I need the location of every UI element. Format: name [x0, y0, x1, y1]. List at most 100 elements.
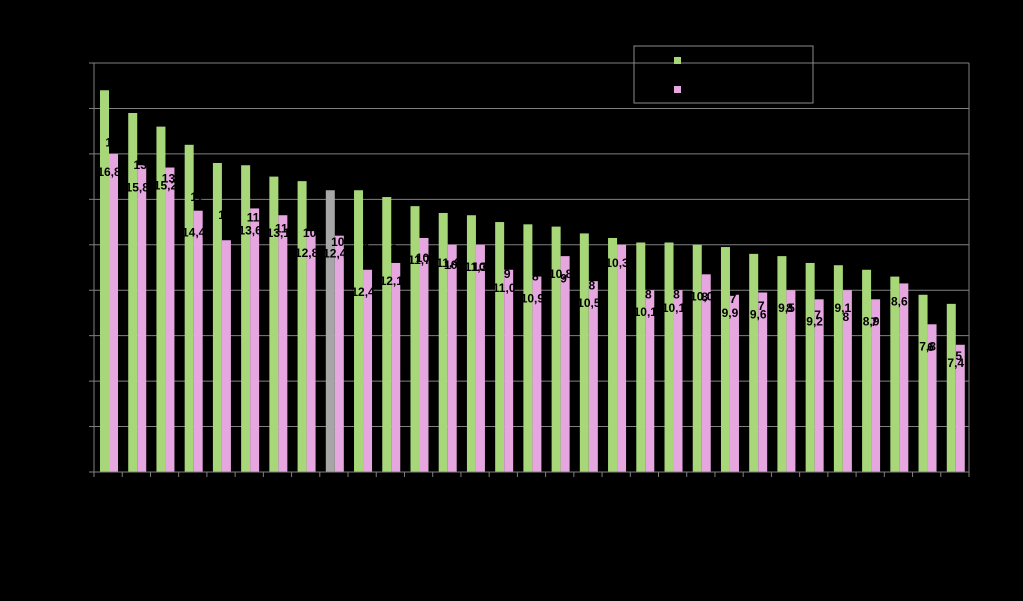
bar-series-1 [325, 190, 335, 472]
data-label-series-2: 8 [701, 290, 708, 304]
bar-series-1 [833, 265, 843, 472]
data-label-series-1: 10,8 [549, 267, 573, 281]
bar-series-1 [495, 222, 505, 472]
bar-series-1 [184, 144, 194, 473]
bar-series-1 [664, 242, 674, 472]
bar-series-2 [419, 237, 429, 472]
bar-series-2 [814, 299, 824, 472]
data-label-series-2: 6 [927, 340, 934, 354]
data-label-series-2: 9 [504, 267, 511, 281]
bar-series-2 [447, 244, 457, 472]
bar-series-1 [918, 294, 928, 472]
bar-series-2 [871, 299, 881, 472]
bar-series-1 [382, 197, 392, 473]
data-label-series-2: 10 [416, 251, 430, 265]
data-label-series-1: 15,2 [154, 179, 178, 193]
data-label-series-1: 9,2 [806, 314, 823, 328]
data-label-series-1: 11,7 [408, 253, 431, 267]
bar-series-2 [758, 292, 768, 472]
data-label-series-2: 11 [247, 210, 260, 224]
data-label-series-2: 5 [955, 349, 962, 363]
data-label-series-2: 8 [588, 278, 595, 292]
data-label-series-2: 13 [134, 158, 148, 172]
legend-swatch-series-1 [674, 57, 681, 64]
bar-series-2 [391, 262, 401, 472]
bar-series-1 [946, 303, 956, 472]
data-label-series-1: 14,4 [182, 226, 206, 240]
bar-series-1 [523, 224, 533, 472]
data-label-series-2: 8 [645, 288, 652, 302]
data-label-series-2: 10 [218, 208, 232, 222]
bar-series-1 [466, 215, 476, 472]
data-label-series-1: 11,3 [465, 260, 488, 274]
axes [89, 62, 970, 477]
data-label-series-2: 13 [162, 172, 176, 186]
bar-series-2 [137, 165, 147, 472]
data-label-series-1: 10,0 [690, 289, 714, 303]
data-label-series-1: 9,6 [750, 307, 767, 321]
bar-series-1 [156, 126, 166, 472]
bar-series-1 [777, 256, 787, 472]
bar-series-2 [955, 344, 965, 472]
bars [100, 90, 965, 473]
data-label-series-2: 10 [472, 260, 486, 274]
bar-series-1 [805, 262, 815, 472]
bar-series-1 [749, 253, 759, 472]
data-label-series-1: 11,0 [493, 281, 516, 295]
bar-series-2 [109, 153, 118, 472]
bar-series-2 [701, 274, 711, 472]
data-label-series-1: 7,4 [947, 356, 964, 370]
bar-series-2 [560, 256, 570, 472]
bar-series-1 [297, 181, 307, 472]
data-label-series-1: 11,4 [436, 256, 459, 270]
bar-series-2 [729, 294, 739, 472]
data-label-series-1: 8,6 [891, 294, 908, 308]
data-label-series-2: 8 [673, 288, 680, 302]
bar-series-1 [212, 162, 222, 472]
bar-series-2 [927, 324, 937, 472]
bar-series-1 [100, 90, 109, 473]
data-label-series-1: 12,1 [380, 274, 404, 288]
legend-swatch-series-2 [674, 86, 681, 93]
bar-series-2 [673, 290, 683, 472]
bar-series-1 [692, 244, 702, 472]
bar-series-2 [250, 208, 260, 472]
data-label-series-2: 13 [105, 135, 119, 149]
data-label-series-2: 7 [730, 292, 737, 306]
bar-series-1 [720, 247, 730, 472]
bar-series-2 [278, 215, 288, 472]
data-label-series-2: 9 [363, 235, 370, 249]
bar-series-1 [438, 212, 448, 472]
data-label-series-1: 9,9 [722, 306, 739, 320]
bar-series-2 [165, 167, 175, 472]
data-label-series-2: 8 [532, 269, 539, 283]
data-labels: 16,81315,81315,21314,4111013,61113,11112… [97, 135, 964, 369]
data-label-series-2: 11 [275, 222, 288, 236]
bar-series-2 [363, 269, 373, 472]
data-label-series-2: 9 [391, 242, 398, 256]
data-label-series-1: 8,9 [863, 314, 880, 328]
bar-series-2 [221, 240, 231, 472]
data-label-series-2: 7 [871, 315, 878, 329]
data-label-series-1: 16,8 [97, 165, 121, 179]
legend [633, 45, 814, 104]
bar-series-2 [306, 231, 316, 472]
data-label-series-1: 7,8 [919, 339, 936, 353]
bar-series-2 [842, 290, 852, 472]
data-label-series-2: 10 [331, 235, 345, 249]
legend-box [633, 45, 814, 104]
bar-series-2 [899, 283, 909, 472]
data-label-series-1: 12,8 [295, 246, 319, 260]
data-label-series-1: 10,3 [605, 256, 629, 270]
bar-series-1 [410, 206, 420, 472]
bar-series-2 [193, 210, 203, 472]
data-label-series-2: 8 [786, 301, 793, 315]
data-label-series-2: 10 [444, 258, 458, 272]
bar-series-2 [532, 276, 542, 472]
data-label-series-2: 9 [560, 272, 567, 286]
data-label-series-1: 10,1 [662, 301, 686, 315]
bar-series-1 [551, 226, 561, 472]
bar-series-1 [269, 176, 279, 472]
data-label-series-1: 10,1 [634, 305, 658, 319]
